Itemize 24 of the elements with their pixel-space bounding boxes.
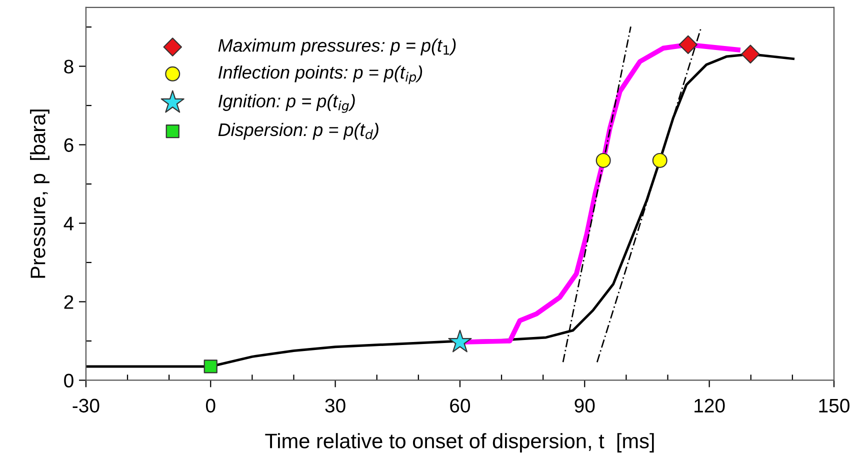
x-tick-label: 120: [694, 398, 725, 413]
y-axis-title: Pressure, p [bara]: [30, 110, 50, 278]
legend-label: Inflection points: p = p(t$_{ip}$): [218, 65, 422, 84]
point: [741, 44, 760, 64]
point: [448, 330, 472, 352]
y-tick-label: 6: [64, 138, 74, 152]
point: [652, 152, 668, 168]
point: [596, 152, 611, 168]
y-tick-label: 4: [64, 216, 74, 230]
x-tick-label: -30: [72, 398, 100, 413]
y-tick-label: 8: [64, 60, 74, 74]
x-tick-label: 0: [206, 398, 216, 413]
point: [678, 35, 698, 54]
x-tick-label: 90: [574, 398, 595, 413]
point: [204, 360, 218, 374]
legend-label: Dispersion: p = p(t$_{d}$): [218, 122, 378, 140]
x-tick-label: 30: [325, 398, 346, 413]
y-tick-label: 0: [64, 374, 74, 388]
legend-label: Maximum pressures: p = p(t$_{1}$): [218, 38, 456, 56]
legend-label: Ignition: p = p(t$_{ig}$): [218, 94, 355, 113]
x-tick-label: 150: [819, 398, 850, 413]
x-axis-title: Time relative to onset of dispersion, t [ms]: [265, 433, 654, 452]
x-tick-label: 60: [450, 398, 470, 413]
y-tick-label: 2: [64, 295, 74, 309]
